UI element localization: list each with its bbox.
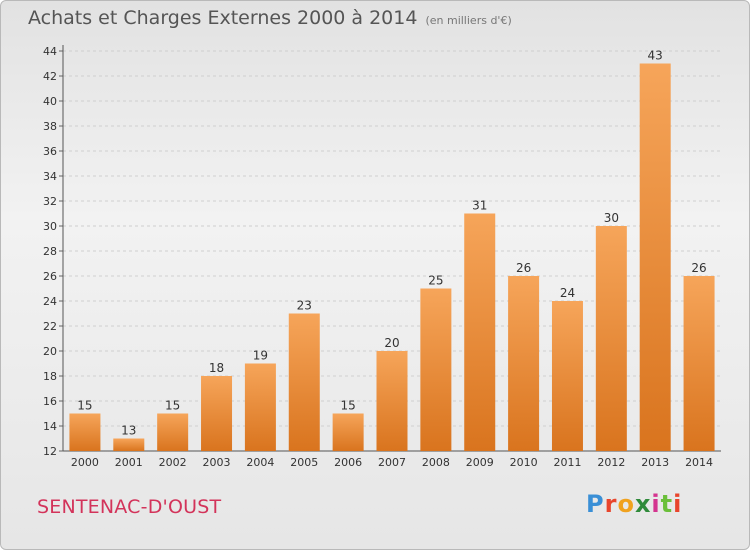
data-label: 25 <box>428 274 443 288</box>
y-tick-label: 34 <box>43 170 57 183</box>
bar-2009 <box>464 213 496 451</box>
chart-title: Achats et Charges Externes 2000 à 2014 (e… <box>28 7 512 29</box>
y-tick-label: 18 <box>43 370 57 383</box>
bar-2010 <box>508 276 540 451</box>
y-tick-label: 36 <box>43 145 57 158</box>
y-tick-label: 30 <box>43 220 57 233</box>
bar-2001 <box>113 438 145 451</box>
y-tick-label: 38 <box>43 120 57 133</box>
data-label: 23 <box>297 299 312 313</box>
bar-2007 <box>376 351 408 451</box>
x-tick-label: 2009 <box>466 456 494 469</box>
bar-2003 <box>201 376 233 451</box>
x-tick-label: 2005 <box>290 456 318 469</box>
y-tick-label: 16 <box>43 395 57 408</box>
bar-2008 <box>420 288 452 451</box>
x-tick-label: 2010 <box>510 456 538 469</box>
x-tick-label: 2000 <box>71 456 99 469</box>
logo-letter: P <box>586 490 605 518</box>
y-tick-label: 22 <box>43 320 57 333</box>
data-label: 19 <box>253 349 268 363</box>
y-tick-label: 32 <box>43 195 57 208</box>
data-label: 26 <box>691 261 706 275</box>
x-tick-label: 2001 <box>115 456 143 469</box>
data-label: 26 <box>516 261 531 275</box>
bar-2006 <box>332 413 364 451</box>
data-label: 15 <box>77 399 92 413</box>
bar-2004 <box>244 363 276 451</box>
unit-label: (en milliers d'€) <box>425 14 512 27</box>
x-tick-label: 2012 <box>597 456 625 469</box>
x-tick-label: 2006 <box>334 456 362 469</box>
data-label: 30 <box>604 211 619 225</box>
title-text: Achats et Charges Externes 2000 à 2014 <box>28 7 418 29</box>
logo-letter: t <box>660 490 674 518</box>
x-tick-label: 2004 <box>246 456 274 469</box>
data-label: 31 <box>472 199 487 213</box>
data-label: 15 <box>165 399 180 413</box>
x-tick-label: 2011 <box>553 456 581 469</box>
bar-2011 <box>551 301 583 451</box>
x-tick-label: 2008 <box>422 456 450 469</box>
data-label: 24 <box>560 286 575 300</box>
x-tick-label: 2002 <box>159 456 187 469</box>
y-tick-label: 28 <box>43 245 57 258</box>
data-label: 20 <box>384 336 399 350</box>
logo-letter: i <box>651 490 661 518</box>
y-tick-label: 12 <box>43 445 57 458</box>
x-tick-label: 2013 <box>641 456 669 469</box>
y-tick-label: 14 <box>43 420 57 433</box>
y-tick-label: 40 <box>43 95 57 108</box>
bar-2012 <box>595 226 627 451</box>
x-tick-label: 2014 <box>685 456 713 469</box>
data-label: 15 <box>340 399 355 413</box>
logo-letter: x <box>634 490 652 518</box>
y-tick-label: 24 <box>43 295 57 308</box>
data-label: 18 <box>209 361 224 375</box>
bar-2014 <box>683 276 715 451</box>
data-label: 43 <box>648 49 663 63</box>
commune-name: SENTENAC-D'OUST <box>37 496 222 518</box>
y-tick-label: 42 <box>43 70 57 83</box>
y-tick-label: 20 <box>43 345 57 358</box>
x-tick-label: 2007 <box>378 456 406 469</box>
bar-2013 <box>639 63 671 451</box>
bar-2002 <box>157 413 189 451</box>
logo-letter: r <box>604 490 618 518</box>
y-tick-label: 26 <box>43 270 57 283</box>
bar-2000 <box>69 413 101 451</box>
logo-letter: i <box>673 490 683 518</box>
bar-2005 <box>288 313 320 451</box>
x-tick-label: 2003 <box>203 456 231 469</box>
logo-letter: o <box>617 490 635 518</box>
y-tick-label: 44 <box>43 45 57 58</box>
data-label: 13 <box>121 424 136 438</box>
proxiti-logo: Proxiti <box>586 490 682 518</box>
